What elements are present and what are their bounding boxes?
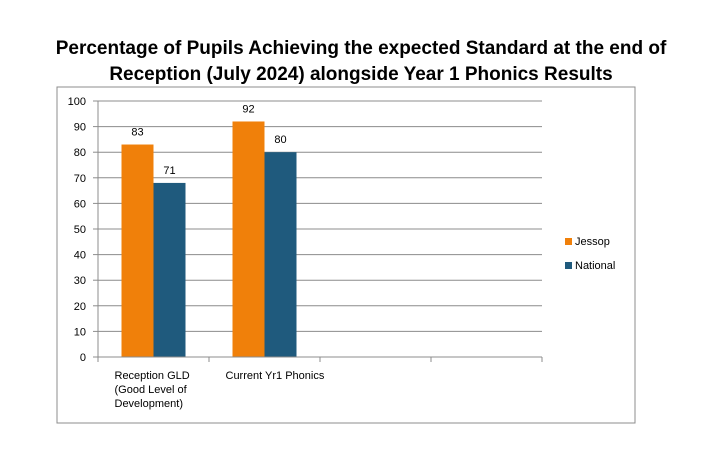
x-category-label: Current Yr1 Phonics — [226, 370, 325, 382]
data-label: 80 — [274, 134, 286, 146]
data-labels: 83 71 92 80 — [131, 103, 286, 176]
y-tick-label: 50 — [74, 224, 86, 236]
y-tick-label: 90 — [74, 122, 86, 134]
data-label: 92 — [242, 103, 254, 115]
bar-jessop — [232, 121, 265, 357]
y-tick-label: 20 — [74, 301, 86, 313]
legend-label: Jessop — [575, 236, 610, 248]
x-axis-labels: Reception GLD (Good Level of Development) C… — [115, 370, 325, 410]
y-tick-label: 70 — [74, 173, 86, 185]
x-category-label: (Good Level of — [115, 384, 188, 396]
chart-title: Percentage of Pupils Achieving the expec… — [0, 36, 722, 88]
y-tick-label: 80 — [74, 147, 86, 159]
bar-national — [153, 182, 186, 357]
bars — [121, 121, 297, 357]
bar-national — [264, 152, 297, 357]
y-tick-label: 10 — [74, 326, 86, 338]
y-axis-ticks: 0 10 20 30 40 50 60 70 80 90 100 — [68, 96, 86, 364]
y-tick-label: 30 — [74, 275, 86, 287]
legend: Jessop National — [565, 236, 615, 272]
legend-swatch-national — [565, 262, 572, 269]
data-label: 71 — [163, 165, 175, 177]
axes — [93, 100, 543, 362]
chart-title-line-2: Reception (July 2024) alongside Year 1 P… — [109, 64, 613, 85]
y-tick-label: 100 — [68, 96, 86, 108]
x-category-label: Reception GLD — [115, 370, 190, 382]
chart-frame — [56, 86, 636, 424]
legend-swatch-jessop — [565, 238, 572, 245]
data-label: 83 — [131, 127, 143, 139]
bar-jessop — [121, 144, 154, 357]
x-category-label: Development) — [115, 398, 183, 410]
y-tick-label: 40 — [74, 250, 86, 262]
y-tick-label: 60 — [74, 198, 86, 210]
chart-title-line-1: Percentage of Pupils Achieving the expec… — [55, 38, 667, 59]
y-tick-label: 0 — [80, 352, 86, 364]
legend-label: National — [575, 260, 615, 272]
